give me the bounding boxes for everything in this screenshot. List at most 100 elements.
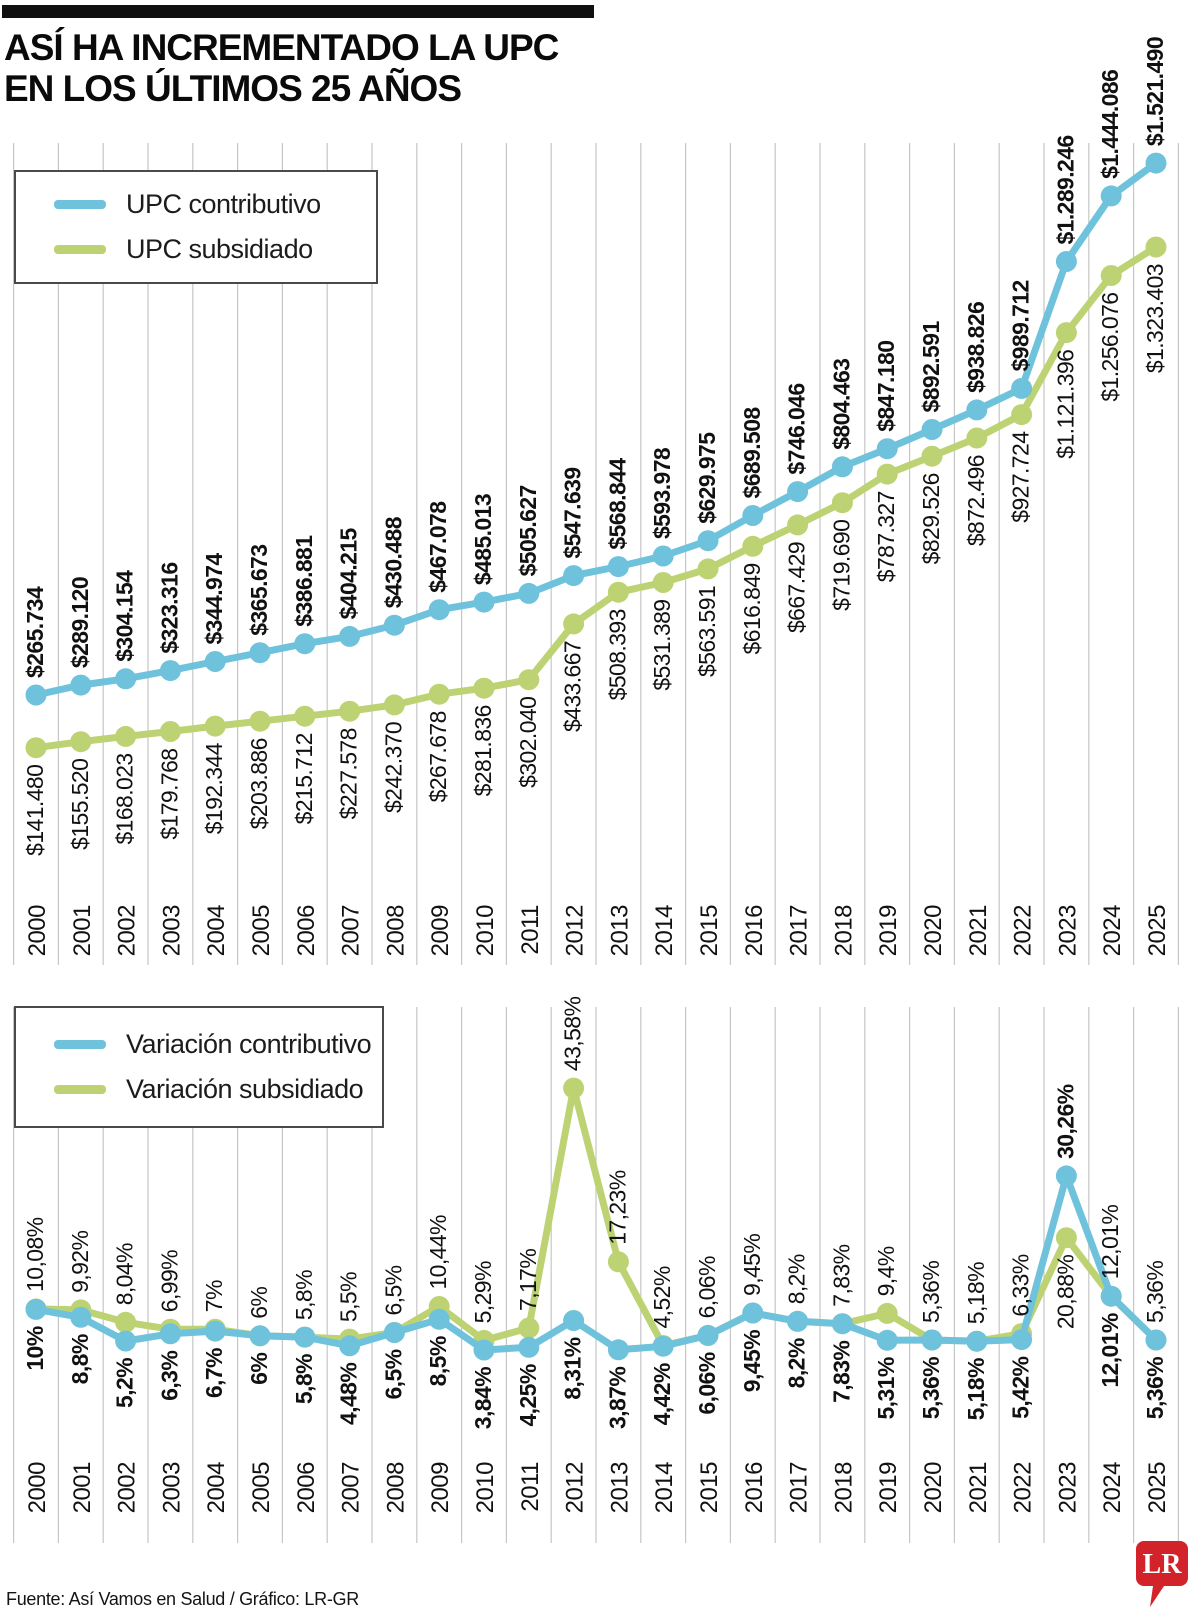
- svg-text:12,01%: 12,01%: [1097, 1205, 1123, 1280]
- svg-text:17,23%: 17,23%: [604, 1170, 630, 1245]
- legend-item-upc-subsidiado: UPC subsidiado: [54, 234, 376, 265]
- svg-text:2018: 2018: [830, 905, 857, 957]
- svg-text:$593.978: $593.978: [649, 447, 675, 539]
- svg-text:6,33%: 6,33%: [1008, 1254, 1034, 1316]
- svg-text:2002: 2002: [114, 1462, 141, 1514]
- svg-text:$1.444.086: $1.444.086: [1097, 70, 1123, 179]
- svg-text:2012: 2012: [562, 1462, 589, 1514]
- svg-text:6%: 6%: [246, 1353, 272, 1385]
- top-black-bar: [2, 5, 594, 18]
- svg-text:6%: 6%: [246, 1287, 272, 1319]
- svg-text:2017: 2017: [786, 905, 813, 957]
- svg-text:2019: 2019: [875, 1462, 902, 1514]
- svg-text:$847.180: $847.180: [873, 341, 899, 432]
- svg-text:$872.496: $872.496: [963, 455, 989, 546]
- svg-text:$616.849: $616.849: [739, 563, 765, 654]
- legend-label-upc-contributivo: UPC contributivo: [126, 189, 321, 219]
- svg-text:2020: 2020: [920, 1462, 947, 1514]
- svg-text:$467.078: $467.078: [425, 501, 451, 593]
- contributivo-line-swatch: [54, 1040, 106, 1049]
- svg-text:7,83%: 7,83%: [828, 1244, 854, 1306]
- legend-label-upc-subsidiado: UPC subsidiado: [126, 234, 313, 264]
- svg-text:2023: 2023: [1054, 1462, 1081, 1514]
- svg-text:$155.520: $155.520: [67, 759, 93, 850]
- svg-text:7,83%: 7,83%: [828, 1341, 854, 1403]
- svg-text:2015: 2015: [696, 905, 723, 957]
- svg-text:2000: 2000: [24, 1462, 51, 1514]
- svg-text:$242.370: $242.370: [380, 722, 406, 813]
- svg-text:$168.023: $168.023: [112, 753, 138, 844]
- svg-text:5,2%: 5,2%: [112, 1358, 138, 1408]
- svg-text:$365.673: $365.673: [246, 545, 272, 636]
- subsidiado-line-swatch: [54, 1085, 106, 1094]
- svg-text:9,4%: 9,4%: [873, 1246, 899, 1296]
- svg-text:$505.627: $505.627: [515, 485, 541, 576]
- subsidiado-line-swatch: [54, 245, 106, 254]
- svg-text:$746.046: $746.046: [784, 383, 810, 474]
- svg-text:9,45%: 9,45%: [739, 1234, 765, 1296]
- svg-text:$192.344: $192.344: [201, 742, 227, 834]
- svg-text:5,29%: 5,29%: [470, 1261, 496, 1323]
- svg-text:$892.591: $892.591: [918, 321, 944, 413]
- svg-text:2003: 2003: [158, 905, 185, 957]
- svg-text:8,8%: 8,8%: [67, 1334, 93, 1384]
- svg-text:4,25%: 4,25%: [515, 1364, 541, 1426]
- svg-text:$629.975: $629.975: [694, 432, 720, 524]
- svg-text:12,01%: 12,01%: [1097, 1313, 1123, 1388]
- title-line1: ASÍ HA INCREMENTADO LA UPC: [4, 27, 559, 68]
- svg-text:5,36%: 5,36%: [918, 1357, 944, 1419]
- svg-text:3,87%: 3,87%: [604, 1367, 630, 1429]
- svg-text:$215.712: $215.712: [291, 733, 317, 824]
- legend-item-var-subsidiado: Variación subsidiado: [54, 1074, 382, 1105]
- svg-text:2005: 2005: [248, 1462, 275, 1514]
- svg-text:2021: 2021: [965, 1462, 992, 1514]
- svg-text:2014: 2014: [651, 1462, 678, 1514]
- svg-text:2003: 2003: [158, 1462, 185, 1514]
- svg-text:9,45%: 9,45%: [739, 1330, 765, 1392]
- svg-text:$787.327: $787.327: [873, 491, 899, 582]
- svg-text:$531.389: $531.389: [649, 600, 675, 691]
- svg-text:6,5%: 6,5%: [380, 1265, 406, 1315]
- svg-text:6,06%: 6,06%: [694, 1352, 720, 1414]
- svg-text:2025: 2025: [1144, 1462, 1171, 1514]
- svg-text:5,5%: 5,5%: [336, 1272, 362, 1322]
- svg-text:2007: 2007: [338, 905, 365, 957]
- svg-text:2009: 2009: [427, 905, 454, 957]
- svg-text:2004: 2004: [203, 905, 230, 957]
- lr-logo: LR: [1136, 1541, 1188, 1607]
- svg-text:$430.488: $430.488: [380, 516, 406, 608]
- svg-text:2004: 2004: [203, 1462, 230, 1514]
- svg-text:$203.886: $203.886: [246, 738, 272, 829]
- svg-text:2002: 2002: [114, 905, 141, 957]
- svg-text:2023: 2023: [1054, 905, 1081, 957]
- svg-text:$386.881: $386.881: [291, 535, 317, 627]
- svg-text:$344.974: $344.974: [201, 553, 227, 645]
- svg-text:20,88%: 20,88%: [1052, 1255, 1078, 1330]
- svg-text:2010: 2010: [472, 1462, 499, 1514]
- svg-text:$927.724: $927.724: [1008, 431, 1034, 523]
- svg-text:$404.215: $404.215: [336, 527, 362, 619]
- svg-text:5,36%: 5,36%: [1142, 1261, 1168, 1323]
- svg-text:$1.521.490: $1.521.490: [1142, 37, 1168, 146]
- svg-text:2014: 2014: [651, 905, 678, 957]
- svg-text:5,18%: 5,18%: [963, 1358, 989, 1420]
- legend-label-var-contributivo: Variación contributivo: [126, 1029, 372, 1059]
- svg-text:4,48%: 4,48%: [336, 1363, 362, 1425]
- svg-text:$689.508: $689.508: [739, 407, 765, 499]
- svg-text:2021: 2021: [965, 905, 992, 957]
- svg-text:2016: 2016: [741, 1462, 768, 1514]
- svg-text:$938.826: $938.826: [963, 302, 989, 393]
- svg-text:2010: 2010: [472, 905, 499, 957]
- legend-upc: UPC contributivo UPC subsidiado: [14, 170, 378, 284]
- svg-text:7,17%: 7,17%: [515, 1249, 541, 1311]
- svg-text:2012: 2012: [562, 905, 589, 957]
- svg-text:$267.678: $267.678: [425, 711, 451, 802]
- svg-text:6,3%: 6,3%: [156, 1351, 182, 1401]
- svg-text:$289.120: $289.120: [67, 577, 93, 668]
- svg-text:2025: 2025: [1144, 905, 1171, 957]
- svg-text:10%: 10%: [22, 1326, 48, 1370]
- svg-text:2011: 2011: [517, 905, 544, 955]
- svg-text:6,99%: 6,99%: [156, 1250, 182, 1312]
- svg-text:2022: 2022: [1010, 1462, 1037, 1514]
